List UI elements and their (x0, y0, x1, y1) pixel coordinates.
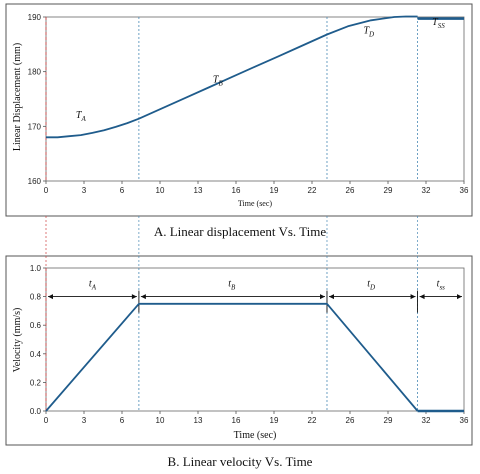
chart-b-ylabel: Velocity (mm/s) (12, 308, 23, 373)
x-tick-label: 29 (384, 186, 393, 195)
chart-b-xlabel: Time (sec) (234, 430, 277, 441)
arrow-head (48, 294, 53, 300)
x-tick-label: 26 (346, 186, 355, 195)
arrow-head (328, 294, 334, 300)
y-tick-label: 1.0 (30, 264, 42, 273)
x-tick-label: 0 (44, 416, 49, 425)
x-tick-label: 13 (194, 186, 203, 195)
x-tick-label: 22 (308, 416, 317, 425)
x-tick-label: 19 (270, 186, 279, 195)
y-tick-label: 0.8 (30, 293, 42, 302)
x-tick-label: 0 (44, 186, 49, 195)
chart-b-caption: B. Linear velocity Vs. Time (168, 454, 313, 469)
series-line (45, 302, 419, 412)
x-tick-label: 13 (194, 416, 203, 425)
velocity-chart: 0.00.20.40.60.81.00 3 6 10 13 16 19 22 26 29 32 36t… (5, 255, 473, 446)
chart-a-caption: A. Linear displacement Vs. Time (154, 224, 327, 239)
arrow-head (319, 294, 325, 300)
x-tick-label: 10 (156, 186, 165, 195)
x-tick-label: 32 (422, 186, 431, 195)
y-tick-label: 190 (28, 13, 42, 22)
arrow-head (131, 294, 137, 300)
x-tick-label: 32 (422, 416, 431, 425)
x-tick-label: 36 (460, 416, 469, 425)
y-tick-label: 0.4 (30, 350, 42, 359)
x-tick-label: 36 (460, 186, 469, 195)
x-tick-label: 6 (120, 416, 125, 425)
x-tick-label: 26 (346, 416, 355, 425)
x-tick-label: 3 (82, 416, 87, 425)
y-tick-label: 0.2 (30, 378, 42, 387)
phase-label: tss (437, 279, 446, 292)
x-tick-label: 16 (232, 416, 241, 425)
y-tick-label: 0.6 (30, 321, 42, 330)
y-tick-label: 160 (28, 177, 42, 186)
y-tick-label: 180 (28, 68, 42, 77)
y-tick-label: 170 (28, 122, 42, 131)
y-tick-label: 0.0 (30, 407, 42, 416)
arrow-head (410, 294, 416, 300)
arrow-head (457, 294, 462, 300)
x-tick-label: 3 (82, 186, 87, 195)
x-tick-label: 6 (120, 186, 125, 195)
x-tick-label: 19 (270, 416, 279, 425)
phase-label: TB (213, 75, 224, 88)
arrow-head (140, 294, 146, 300)
phase-label: TA (76, 110, 87, 123)
series-line (46, 15, 418, 139)
x-tick-label: 16 (232, 186, 241, 195)
phase-label: TSS (432, 17, 445, 30)
chart-a-xlabel: Time (sec) (238, 199, 272, 208)
arrow-head (419, 294, 425, 300)
phase-label: TD (363, 25, 374, 38)
x-tick-label: 22 (308, 186, 317, 195)
phase-label: tD (367, 279, 375, 292)
phase-label: tA (89, 279, 97, 292)
chart-a-ylabel: Linear Displacement (mm) (12, 43, 23, 151)
x-tick-label: 29 (384, 416, 393, 425)
phase-label: tB (228, 279, 236, 292)
x-tick-label: 10 (156, 416, 165, 425)
